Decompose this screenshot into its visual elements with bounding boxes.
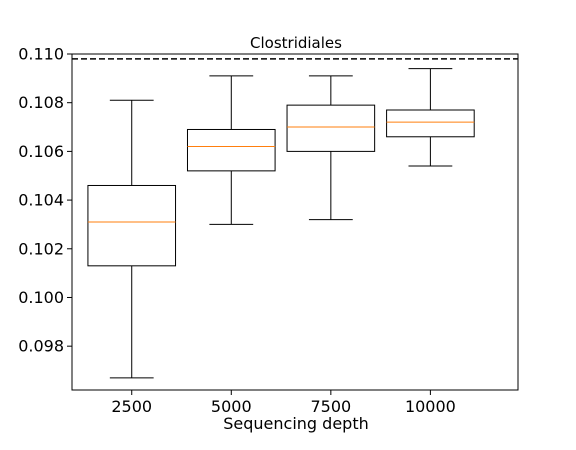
y-tick-label-0.104: 0.104	[18, 191, 64, 210]
y-tick-label-0.100: 0.100	[18, 288, 64, 307]
y-tick-label-0.098: 0.098	[18, 337, 64, 356]
box-5000-iqr	[186, 128, 276, 172]
y-tick-label-0.106: 0.106	[18, 142, 64, 161]
box-10000-iqr	[386, 109, 475, 138]
x-tick-label-5000: 5000	[211, 397, 252, 416]
chart-title: Clostridiales	[250, 34, 342, 52]
y-tick-label-0.102: 0.102	[18, 239, 64, 258]
plot-area: 0.098 0.100 0.102 0.104 0.106 0.108 0.110 2500 5…	[18, 45, 519, 416]
x-tick-label-7500: 7500	[310, 397, 351, 416]
box-7500-iqr	[286, 104, 376, 152]
plot-frame	[71, 53, 519, 391]
x-tick-label-2500: 2500	[111, 397, 152, 416]
box-2500-iqr	[87, 184, 177, 267]
y-tick-label-0.110: 0.110	[18, 45, 64, 64]
x-axis-title: Sequencing depth	[223, 414, 368, 433]
x-tick-label-10000: 10000	[405, 397, 456, 416]
y-tick-label-0.108: 0.108	[18, 93, 64, 112]
